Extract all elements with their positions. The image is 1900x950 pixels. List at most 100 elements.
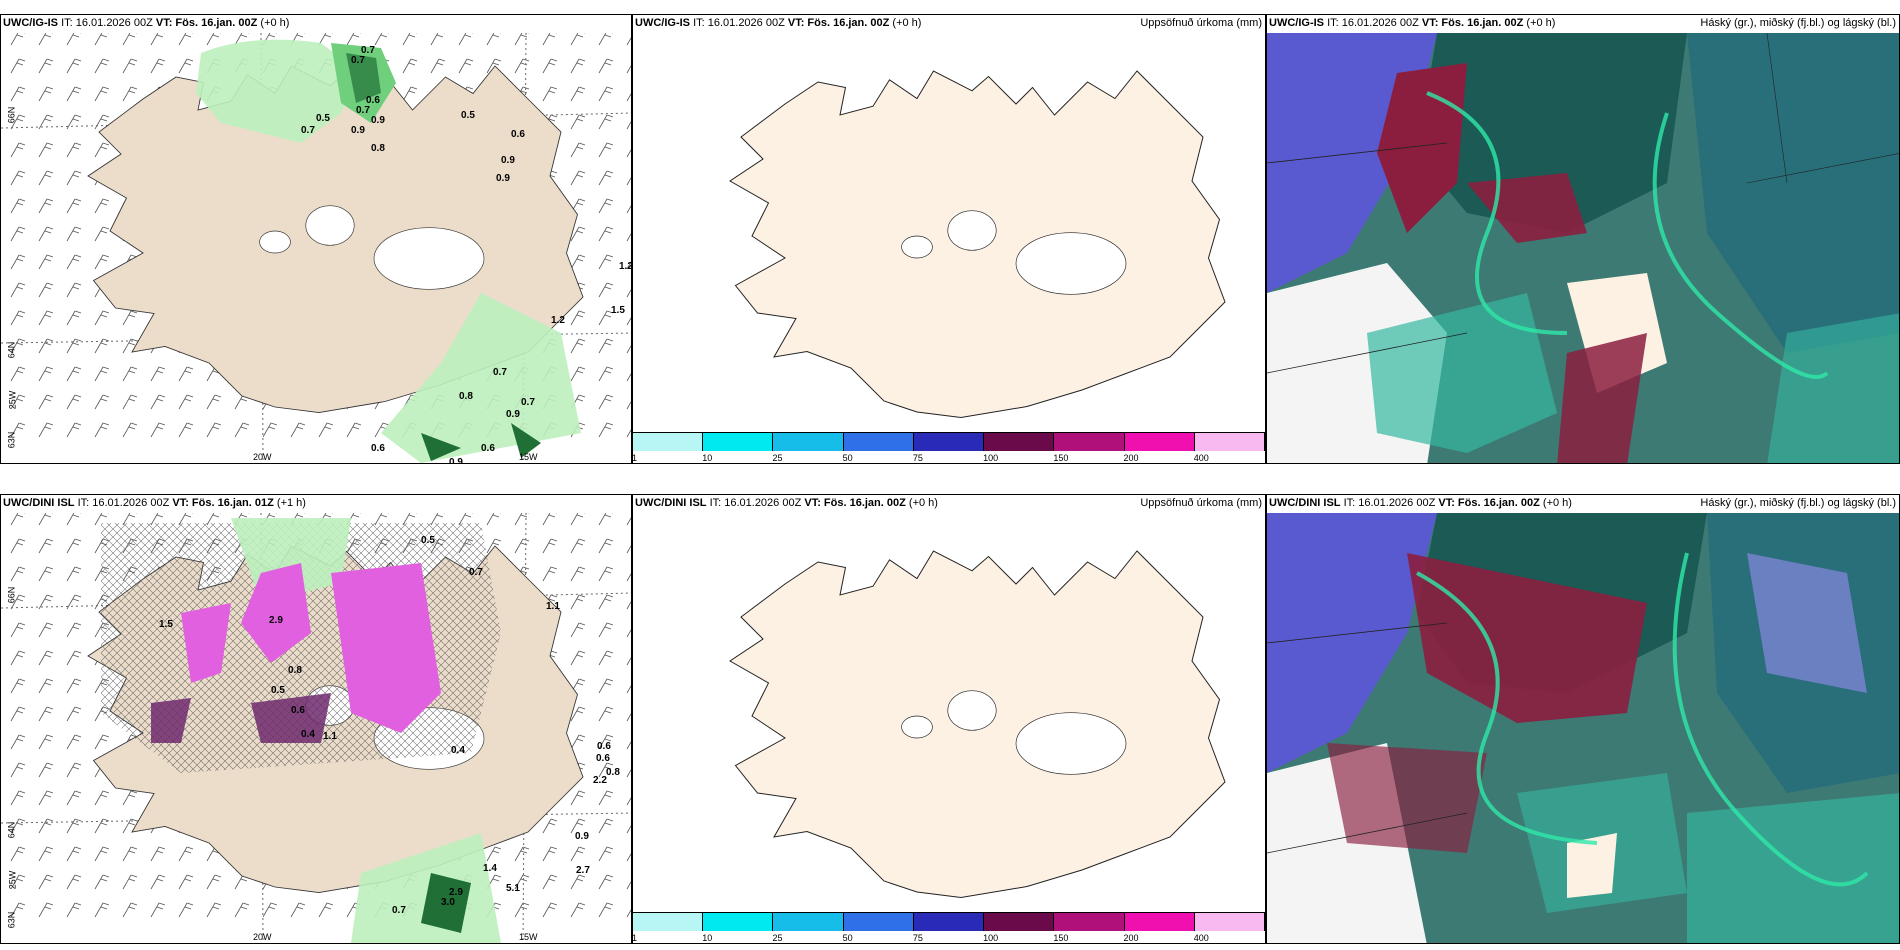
wind-barb [486,846,502,862]
wind-barb [122,513,137,526]
legend-tick-label: 75 [912,933,923,943]
wind-barb [178,513,193,526]
precip-value-label: 5.1 [506,883,520,894]
legend-tick-label: 10 [702,933,713,943]
wind-barb [38,594,54,610]
wind-barb [122,790,138,806]
wind-barb [206,394,222,410]
wind-barb [598,902,614,918]
wind-barb [598,650,614,666]
wind-barb [598,762,614,778]
wind-barb [402,513,417,526]
wind-barb [66,198,82,214]
precip-value-label: 1.5 [159,619,173,630]
legend-tick-label: 1 [632,453,638,463]
legend-ticks: 1 10 25 50 75 100 150 200 400 [633,453,1265,463]
wind-barb [38,394,54,410]
wind-barb [514,33,529,46]
wind-barb [570,114,586,130]
wind-barb [66,846,82,862]
wind-barb [626,233,631,242]
wind-barb [626,573,631,582]
lon-label-25w: 25W [7,390,18,410]
wind-barb [38,142,54,158]
precip-value-label: 1.2 [619,261,632,272]
wind-barb [626,881,631,890]
wind-barb [542,902,558,918]
precip-value-label: 0.7 [301,125,315,136]
wind-barb [626,601,631,610]
wind-barb [150,422,166,438]
wind-barb [570,734,586,750]
wind-barb [150,846,166,862]
wind-barb [10,734,26,750]
wind-barb [10,282,26,298]
wind-barb [570,86,586,102]
wind-barb [10,594,26,610]
wind-barb [38,790,54,806]
wind-barb [430,33,445,46]
wind-barb [178,366,194,382]
wind-barb [626,909,631,918]
wind-barb [66,226,82,242]
wind-barb [94,198,110,214]
wind-barb [486,538,502,554]
precip-value-label: 1.2 [551,315,565,326]
lat-label-64n: 64N [6,341,17,359]
wind-barb [38,58,54,74]
wind-barb [206,902,222,918]
legend-tick-label: 150 [1053,453,1069,463]
precip-value-label: 1.1 [323,731,337,742]
wind-barb [94,790,110,806]
wind-barb [10,310,26,326]
wind-barb [570,58,586,74]
wind-barb [570,338,586,354]
wind-barb [10,114,26,130]
wind-barb [38,846,54,862]
precip-value-label: 0.9 [501,155,515,166]
wind-barb [178,58,194,74]
precip-value-label: 0.6 [371,443,385,454]
legend-ticks: 1 10 25 50 75 100 150 200 400 [633,933,1265,943]
wind-barb [598,282,614,298]
wind-barb [38,254,54,270]
wind-barb [598,33,613,46]
wind-barb [318,422,334,438]
wind-barb [626,261,631,270]
precip-value-label: 0.6 [511,129,525,140]
wind-barb [262,902,278,918]
wind-barb [626,769,631,778]
wind-barb [626,685,631,694]
wind-barb [598,310,614,326]
wind-barb [486,33,501,46]
wind-barb [66,650,82,666]
wind-barb [10,762,26,778]
wind-barb [626,93,631,102]
wind-barb [66,818,82,834]
wind-barb [598,254,614,270]
wind-barb [150,58,166,74]
wind-barb [598,846,614,862]
wind-barb [122,366,138,382]
wind-barb [598,706,614,722]
panel-right-title: Uppsöfnuð úrkoma (mm) [1140,17,1262,29]
precip-value-label: 1.5 [611,305,625,316]
wind-barb [570,513,585,526]
precip-value-label: 0.9 [449,457,463,463]
wind-barb [10,338,26,354]
wind-barb [38,310,54,326]
wind-barb [10,33,25,46]
wind-barb [94,394,110,410]
wind-barb [122,394,138,410]
wind-barb [206,422,222,438]
precip-value-label: 0.9 [575,831,589,842]
panel-bottom-middle-accum-precip: UWC/DINI ISL IT: 16.01.2026 00Z VT: Fös.… [632,494,1266,944]
wind-barb [206,33,221,46]
wind-barb [458,33,473,46]
precip-color-legend [633,912,1265,933]
wind-barb [94,33,109,46]
panel-title: UWC/IG-IS IT: 16.01.2026 00Z VT: Fös. 16… [635,17,922,29]
precip-value-label: 0.7 [493,367,507,378]
wind-barb [10,678,26,694]
panel-right-title: Uppsöfnuð úrkoma (mm) [1140,497,1262,509]
